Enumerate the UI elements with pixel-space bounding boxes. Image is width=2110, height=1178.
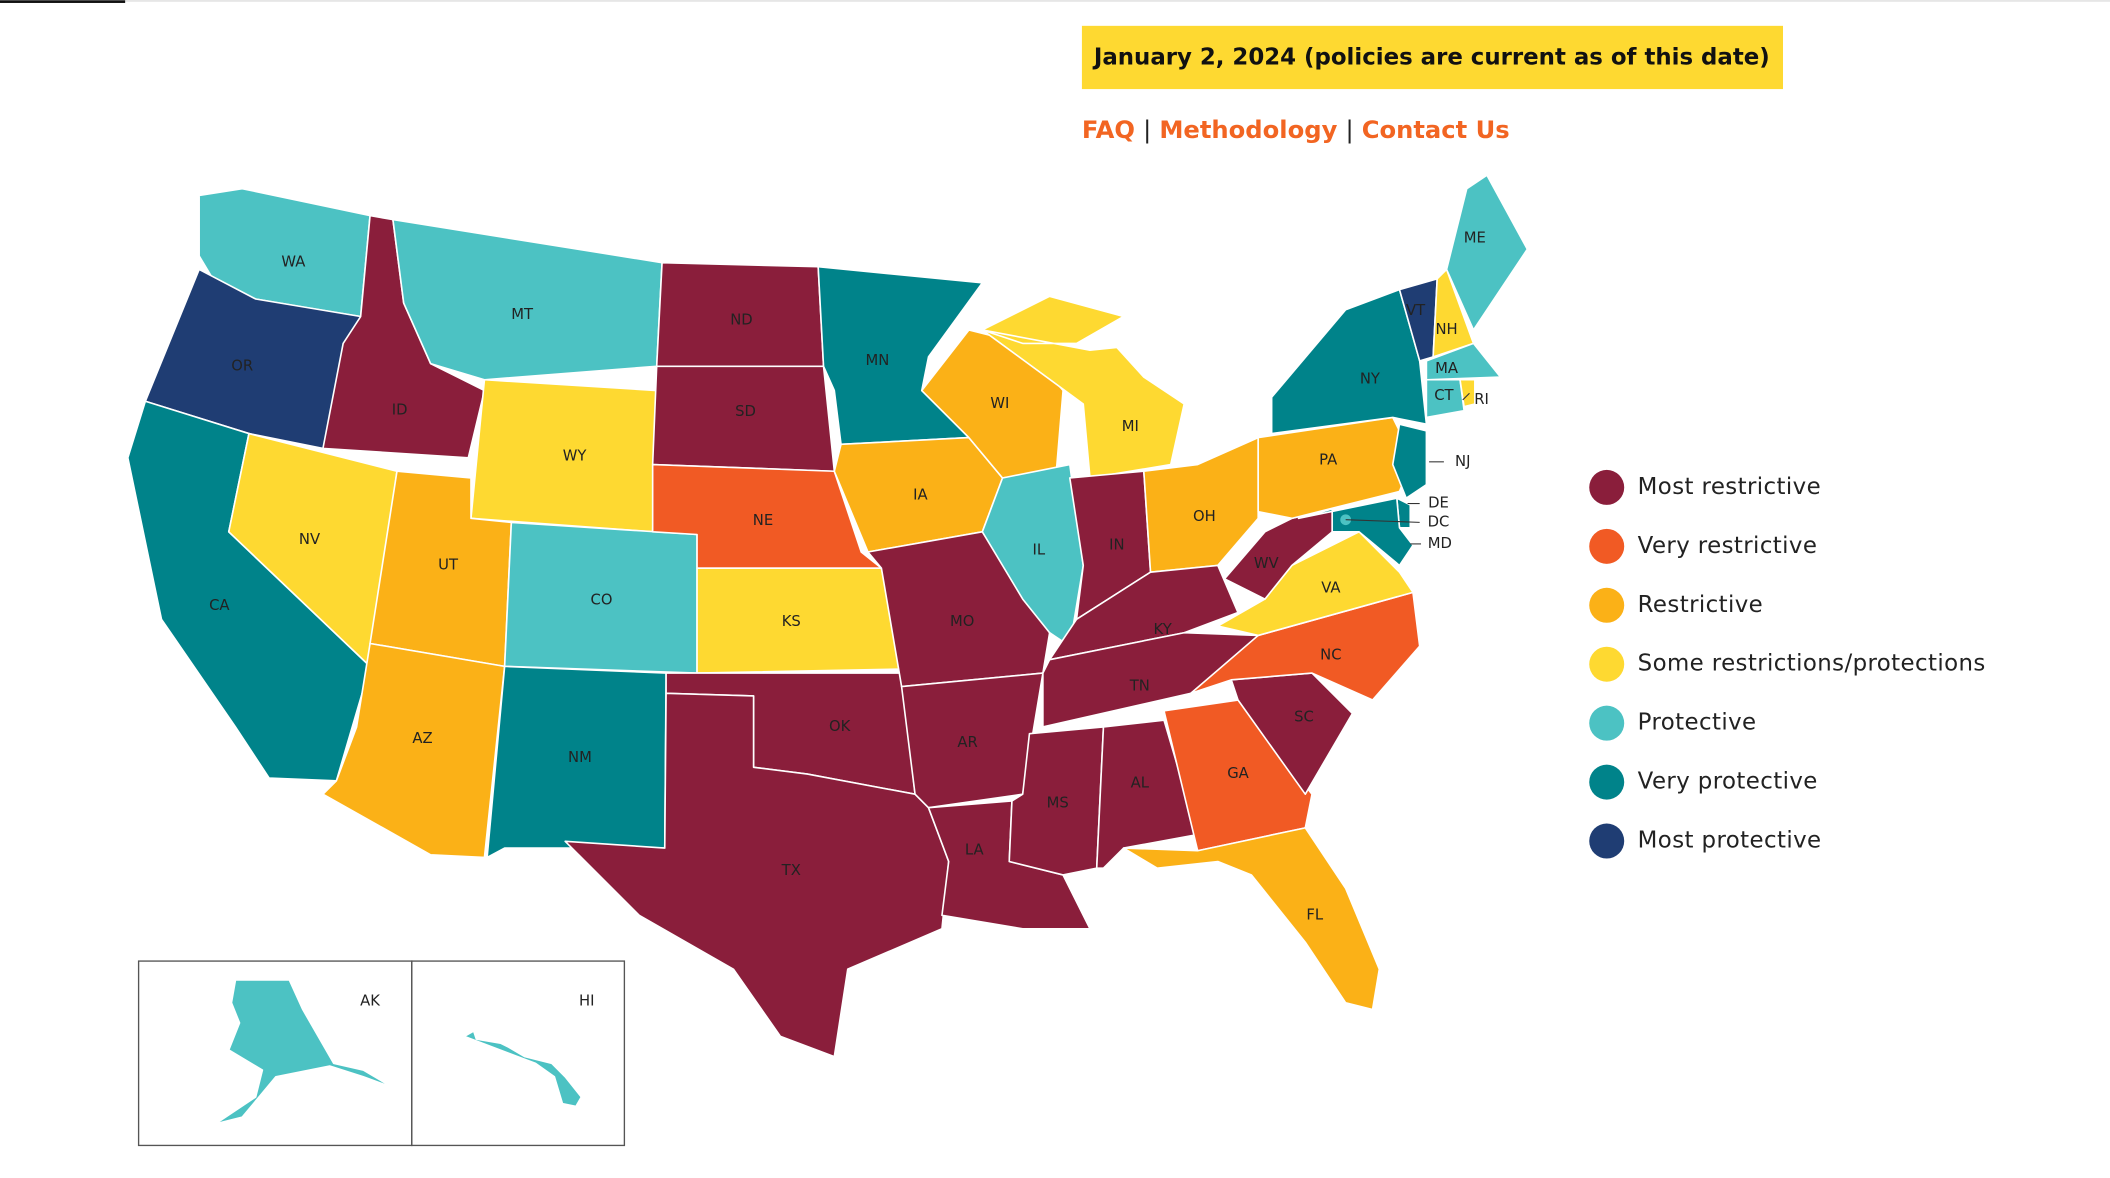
legend-swatch [1589,587,1625,623]
state-label: SC [1294,709,1314,726]
state-label: HI [579,992,595,1009]
state-label: NY [1360,371,1381,388]
state[interactable] [981,295,1185,479]
state-label: MO [950,613,974,630]
legend-swatch [1589,823,1625,859]
state-label: GA [1227,765,1249,782]
leader-line [1462,392,1470,401]
state-label: TN [1129,678,1150,695]
state-label: IA [913,486,928,503]
state-label: OR [231,357,253,374]
state[interactable] [127,400,371,782]
state-label: KY [1154,621,1173,638]
state-label: TX [781,862,801,879]
state[interactable] [1163,699,1313,852]
legend-swatch [1589,469,1625,505]
links: FAQ | Methodology | Contact Us [1082,116,1510,144]
state-label: ND [730,312,752,329]
state[interactable] [214,979,394,1125]
state[interactable] [1425,378,1465,419]
legend-label: Very restrictive [1638,533,1818,559]
state[interactable] [1459,378,1476,408]
state[interactable] [1445,174,1529,331]
state-label: NV [299,531,320,548]
state[interactable] [564,692,950,1058]
state-label: OK [829,718,852,735]
state-label: ME [1464,229,1486,246]
top-tab [0,0,126,3]
state-label: UT [438,556,459,573]
state-label: CO [591,591,613,608]
state-label: VT [1406,302,1426,319]
state-label: NC [1320,647,1341,664]
legend-swatch [1589,705,1625,741]
inset-box [411,960,626,1147]
legend-swatch [1589,528,1625,564]
state-label: CA [209,597,229,614]
state-label: DE [1428,495,1449,512]
state-label: FL [1306,906,1324,923]
legend-label: Most protective [1638,828,1822,854]
state-label: IL [1033,542,1046,559]
state-label: LA [965,842,984,859]
legend: Most restrictive Very restrictive Restrict… [1589,469,1986,859]
state[interactable] [1391,423,1428,499]
state-label: IN [1109,536,1124,553]
state-label: AL [1131,774,1150,791]
map: WA OR CA ID NV MT WY UT AZ CO NM ND SD NE KS OK TX MN IA MO… [127,174,1529,1125]
state-label: NM [568,749,592,766]
state-label: MS [1047,795,1069,812]
state[interactable] [1297,497,1414,567]
state-label: NE [753,512,773,529]
state-label: NJ [1455,453,1470,470]
state-label: ID [392,402,408,419]
state-label: KS [782,613,801,630]
state[interactable] [1425,342,1502,381]
separator: | [1345,116,1353,144]
state-label: RI [1474,391,1489,408]
state-label: MD [1428,535,1452,552]
legend-swatch [1589,764,1625,800]
state-label: NH [1435,321,1457,338]
state-label: DC [1428,513,1450,530]
legend-label: Restrictive [1638,592,1763,618]
state[interactable] [900,672,1044,809]
state[interactable] [392,218,663,381]
state-label: WA [281,254,305,271]
state-label: MT [511,306,534,323]
state-label: MI [1122,418,1139,435]
state-label: PA [1319,451,1337,468]
date: January 2, 2024 (policies are current as… [1092,45,1770,71]
state-label: VA [1321,579,1340,596]
date-banner [1081,25,1784,90]
leader-line [1345,519,1420,523]
legend-label: Most restrictive [1638,474,1821,500]
state[interactable] [1122,827,1381,1011]
state-label: WY [563,447,588,464]
legend-label: Protective [1638,710,1757,736]
state-label: MA [1435,360,1458,377]
state-label: WI [990,395,1009,412]
state[interactable] [463,1030,583,1108]
state-label: AK [360,992,381,1009]
state-label: OH [1193,508,1216,525]
legend-swatch [1589,646,1625,682]
state[interactable] [920,329,1064,479]
separator: | [1143,116,1151,144]
legend-label: Some restrictions/protections [1638,651,1986,677]
state-label: SD [735,403,756,420]
state-label: AZ [412,730,432,747]
state[interactable] [1270,288,1428,435]
state-label: AR [957,734,977,751]
link[interactable]: Methodology [1159,116,1337,144]
state-label: WV [1254,555,1279,572]
legend-label: Very protective [1638,769,1818,795]
state-label: MN [865,352,889,369]
link[interactable]: FAQ [1082,116,1135,144]
state-label: CT [1434,387,1454,404]
link[interactable]: Contact Us [1362,116,1510,144]
